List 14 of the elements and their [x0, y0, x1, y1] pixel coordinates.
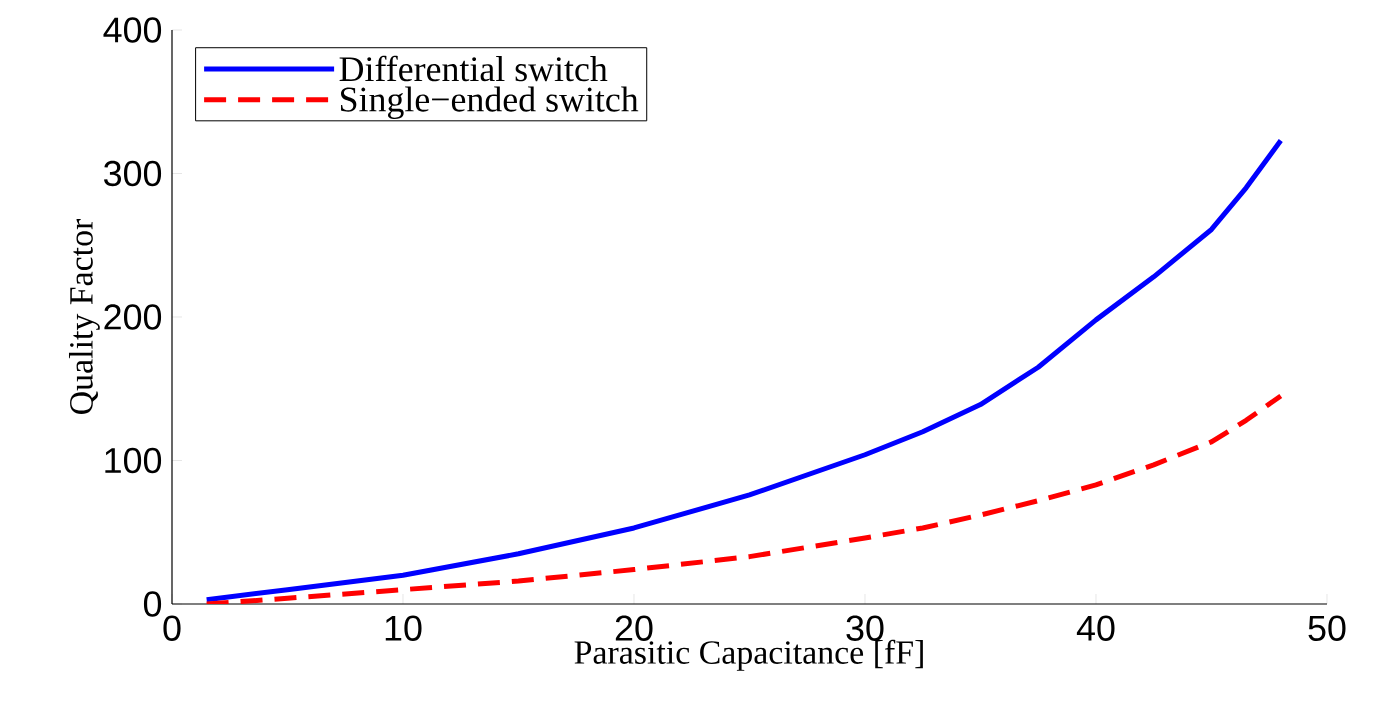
x-tick-label: 50: [1308, 615, 1346, 641]
y-tick-label: 0: [143, 591, 162, 617]
legend-label: Differential switch: [339, 55, 608, 82]
x-tick-label: 30: [846, 615, 884, 641]
x-tick-label: 40: [1076, 615, 1115, 641]
x-tick-label: 20: [615, 615, 653, 641]
legend-label: Single−ended switch: [341, 86, 639, 120]
x-tick-label: 10: [385, 615, 422, 641]
y-tick-label: 200: [104, 304, 162, 330]
y-tick-label: 100: [105, 447, 162, 474]
x-tick-label: 0: [163, 615, 181, 641]
y-tick-label: 300: [104, 160, 162, 187]
y-tick-label: 400: [103, 17, 162, 43]
y-axis-title: Quality Factor: [68, 219, 100, 414]
